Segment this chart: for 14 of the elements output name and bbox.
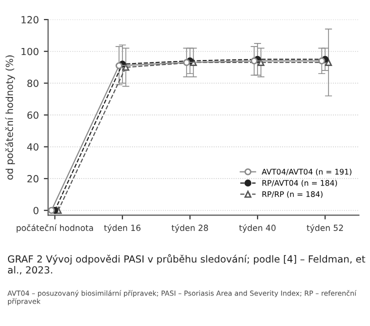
x-tick-label: týden 16 [104, 224, 140, 233]
y-tick-label: 60 [27, 111, 38, 119]
text: GRAF 2 Vývoj odpovědi PASI v průběhu sledování; podle [4] – Feldman, et al., 2023. [8, 254, 366, 275]
y-tick-label: 0 [34, 206, 38, 214]
y-tick-label: 80 [27, 80, 38, 87]
x-tick-label: týden 28 [172, 224, 208, 233]
x-tick-label: týden 40 [239, 224, 276, 233]
x-tick-label: počáteční hodnota [16, 224, 93, 233]
x-tick-label: týden 52 [306, 224, 343, 233]
y-tick-label: 40 [27, 143, 38, 151]
y-tick-label: 100 [22, 48, 38, 56]
y-axis-title: od počáteční hodnoty (%) [5, 55, 15, 180]
y-tick-label: 20 [27, 175, 38, 182]
y-tick-label: 120 [22, 16, 38, 24]
